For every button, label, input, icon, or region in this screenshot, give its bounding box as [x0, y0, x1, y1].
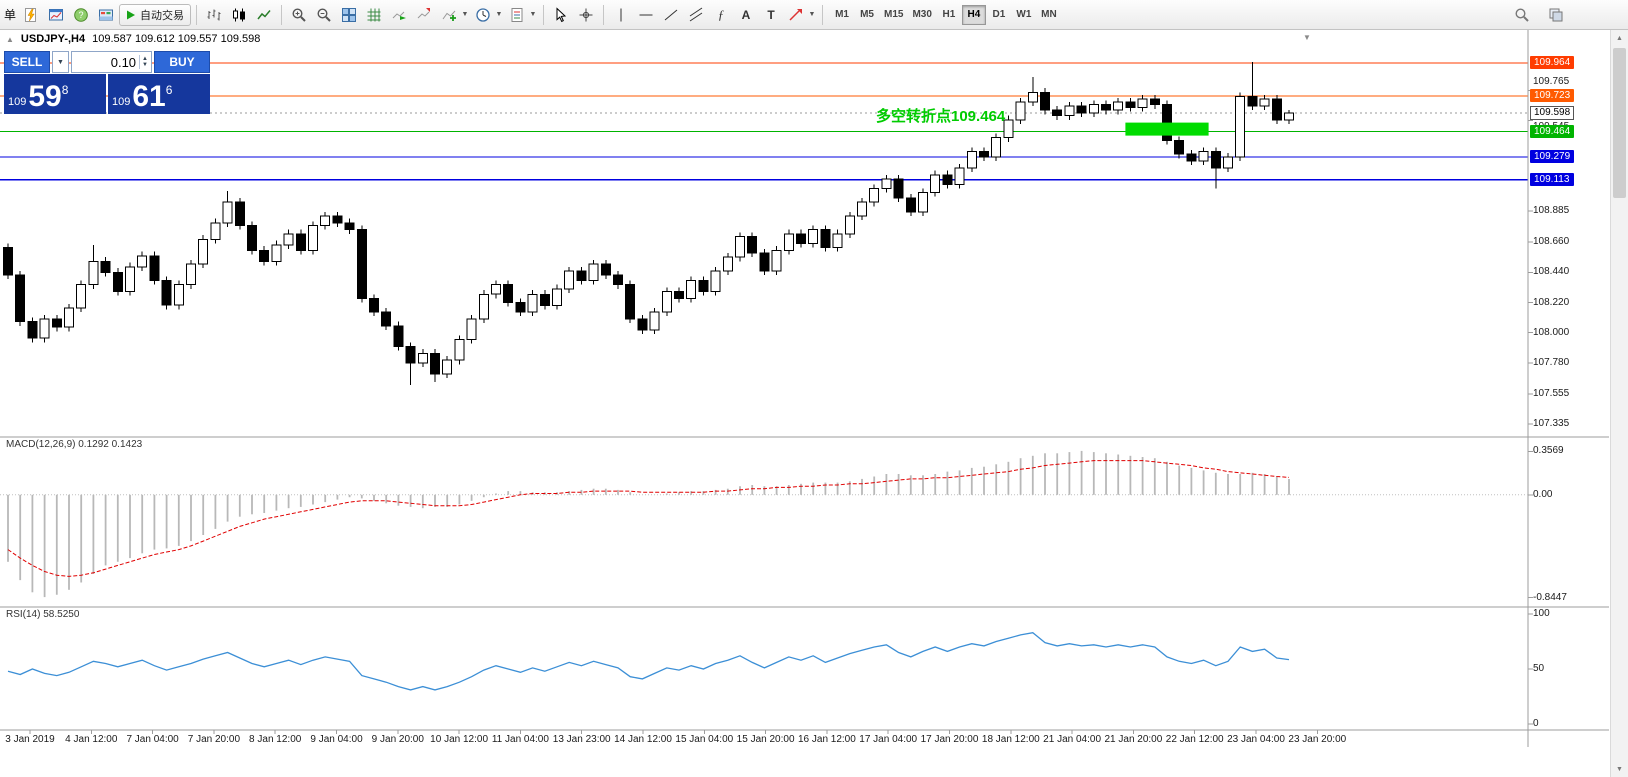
periods-icon[interactable] [471, 3, 495, 27]
separator [281, 4, 283, 25]
chevron-down-icon: ▼ [57, 58, 64, 66]
sell-button[interactable]: SELL [4, 51, 50, 73]
candlestick-icon[interactable] [227, 3, 251, 27]
one-click-trading-panel: SELL ▼ 0.10 ▲ ▼ BUY 109 59 8 109 61 6 [4, 51, 210, 114]
sell-price-big: 59 [28, 80, 62, 113]
macd-series [0, 450, 1528, 598]
toolbar-right [1510, 3, 1568, 27]
chevron-down-icon[interactable]: ▼ [529, 11, 537, 18]
terminal-icon[interactable] [94, 3, 118, 27]
chevron-down-icon[interactable]: ▼ [808, 11, 816, 18]
separator [603, 4, 605, 25]
cursor-icon[interactable] [549, 3, 573, 27]
order-type-dropdown[interactable]: ▼ [52, 51, 69, 73]
panel-collapse-icon[interactable]: ▲ [6, 34, 14, 44]
timeframe-m30[interactable]: M30 [912, 9, 932, 20]
timeframe-h4[interactable]: H4 [961, 4, 986, 25]
buy-button[interactable]: BUY [154, 51, 210, 73]
candlestick-series [3, 62, 1294, 385]
bar-chart-icon[interactable] [202, 3, 226, 27]
play-icon [127, 10, 136, 19]
search-icon[interactable] [1510, 3, 1534, 27]
axis-ticks [29, 89, 1533, 734]
vertical-scrollbar[interactable]: ▲ ▼ [1610, 30, 1628, 777]
templates-icon[interactable] [505, 3, 529, 27]
buy-price-big: 61 [132, 80, 166, 113]
rsi-series [7, 632, 1290, 691]
autotrading-button[interactable]: 自动交易 [119, 3, 192, 26]
stepper-up-icon[interactable]: ▲ [142, 56, 148, 62]
new-order-icon[interactable] [19, 3, 43, 27]
crosshair-icon[interactable] [574, 3, 598, 27]
trendline-icon[interactable] [659, 3, 683, 27]
navigator-icon[interactable]: ? [69, 3, 93, 27]
timeframe-m5[interactable]: M5 [860, 9, 874, 20]
timeframe-h1[interactable]: H1 [942, 9, 956, 20]
tile-windows-icon[interactable] [337, 3, 361, 27]
ohlc-values: 109.587 109.612 109.557 109.598 [92, 33, 261, 45]
indicators-icon[interactable] [437, 3, 461, 27]
symbol-period: USDJPY-,H4 [20, 33, 86, 45]
stepper-down-icon[interactable]: ▼ [142, 62, 148, 68]
buy-price-display[interactable]: 109 61 6 [108, 74, 210, 114]
label-tool-icon[interactable]: T [767, 7, 775, 22]
timeframe-d1[interactable]: D1 [992, 9, 1006, 20]
separator [822, 4, 824, 25]
fibonacci-icon[interactable]: ƒ [717, 6, 725, 22]
separator [196, 4, 198, 25]
scrollbar-up-icon[interactable]: ▲ [1616, 34, 1623, 42]
rsi-indicator-label: RSI(14) 58.5250 [6, 609, 80, 620]
timeframe-m15[interactable]: M15 [884, 9, 904, 20]
autotrading-label: 自动交易 [140, 9, 185, 22]
market-watch-icon[interactable] [44, 3, 68, 27]
panels-icon[interactable] [1544, 3, 1568, 27]
timeframe-mn[interactable]: MN [1041, 9, 1057, 20]
zoom-in-icon[interactable] [287, 3, 311, 27]
auto-scroll-icon[interactable] [387, 3, 411, 27]
chart-lines [0, 62, 1528, 181]
text-tool-icon[interactable]: A [741, 7, 751, 22]
volume-input[interactable]: 0.10 ▲ ▼ [71, 51, 152, 73]
vertical-line-icon[interactable] [609, 3, 633, 27]
volume-stepper[interactable]: ▲ ▼ [139, 55, 150, 69]
volume-value: 0.10 [110, 54, 137, 70]
timeframe-group: M1 M5 M15 M30 H1 H4 D1 W1 MN [830, 4, 1061, 25]
sell-price-prefix: 109 [8, 96, 27, 108]
channel-icon[interactable] [684, 3, 708, 27]
timeframe-m1[interactable]: M1 [835, 9, 849, 20]
chevron-down-icon[interactable]: ▼ [495, 11, 503, 18]
chart-shift-icon[interactable] [412, 3, 436, 27]
highlight-box [1125, 122, 1209, 136]
buy-price-prefix: 109 [112, 96, 131, 108]
toolbar: 单 ? 自动交易 ▼ ▼ ▼ ƒ [0, 0, 1628, 30]
chart-corner-dropdown-icon[interactable]: ▼ [1303, 33, 1311, 42]
grid-icon[interactable] [362, 3, 386, 27]
scrollbar-down-icon[interactable]: ▼ [1616, 765, 1623, 773]
chevron-down-icon[interactable]: ▼ [461, 11, 469, 18]
line-chart-icon[interactable] [252, 3, 276, 27]
panel-separators [0, 30, 1609, 747]
svg-text:?: ? [79, 10, 84, 20]
order-text[interactable]: 单 [4, 8, 17, 22]
horizontal-line-icon[interactable] [634, 3, 658, 27]
separator [543, 4, 545, 25]
pivot-annotation: 多空转折点109.464 [876, 108, 1006, 125]
sell-price-sup: 8 [61, 83, 69, 97]
shapes-icon[interactable] [784, 3, 808, 27]
zoom-out-icon[interactable] [312, 3, 336, 27]
macd-indicator-label: MACD(12,26,9) 0.1292 0.1423 [6, 439, 143, 450]
chart-title: ▲ USDJPY-,H4 109.587 109.612 109.557 109… [6, 33, 260, 45]
timeframe-w1[interactable]: W1 [1016, 9, 1032, 20]
sell-price-display[interactable]: 109 59 8 [4, 74, 106, 114]
buy-price-sup: 6 [165, 83, 173, 97]
scrollbar-thumb[interactable] [1613, 48, 1626, 198]
